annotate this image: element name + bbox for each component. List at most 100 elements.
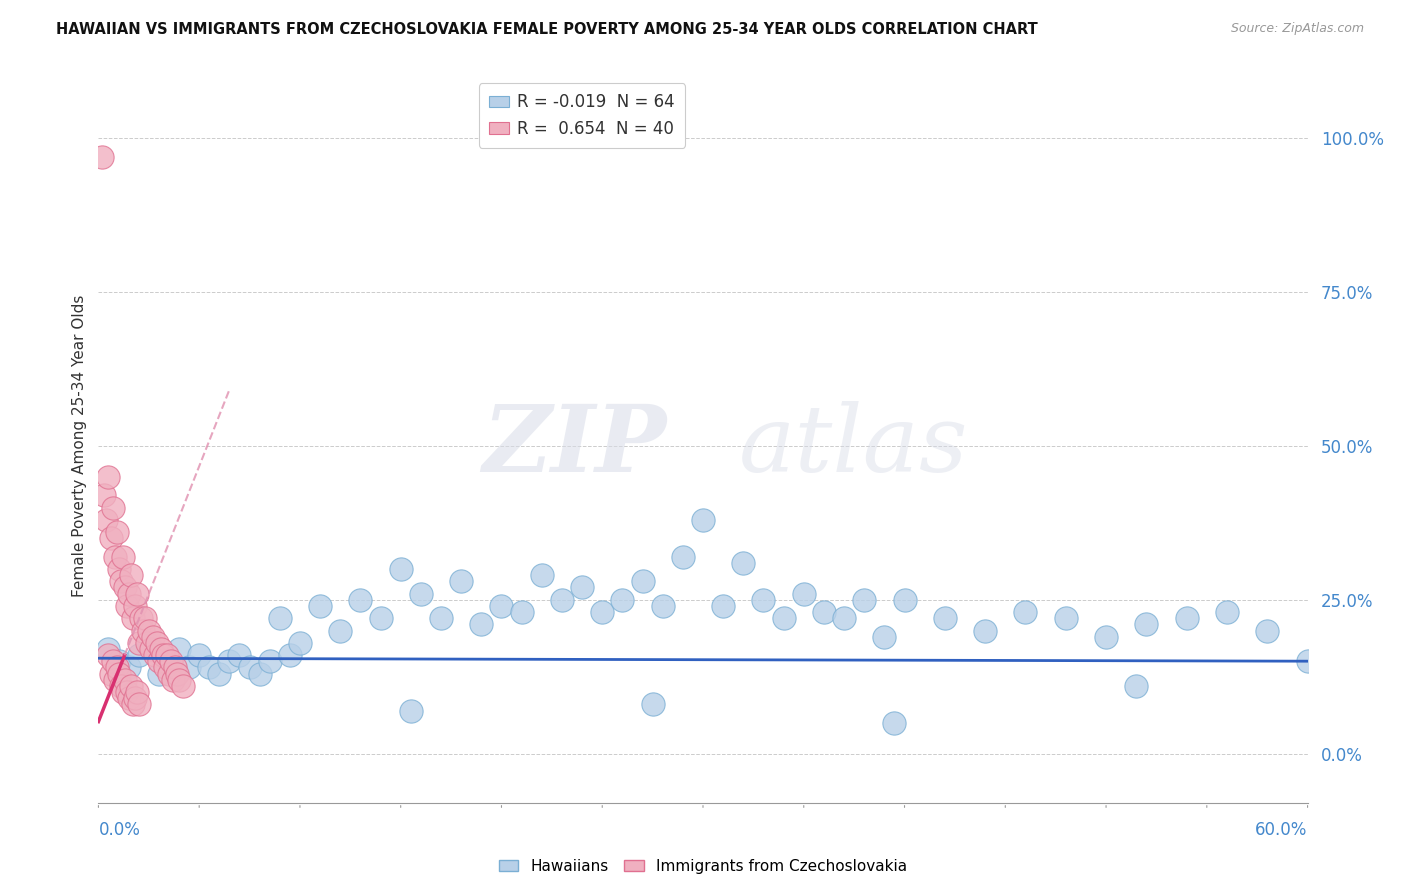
Point xyxy=(733,556,755,570)
Point xyxy=(813,605,835,619)
Point xyxy=(110,679,132,693)
Point xyxy=(100,531,122,545)
Point xyxy=(120,568,142,582)
Legend: R = -0.019  N = 64, R =  0.654  N = 40: R = -0.019 N = 64, R = 0.654 N = 40 xyxy=(479,83,685,147)
Point xyxy=(450,574,472,589)
Point xyxy=(1054,611,1077,625)
Point xyxy=(153,660,176,674)
Point xyxy=(120,679,142,693)
Point xyxy=(157,654,180,668)
Point xyxy=(135,636,157,650)
Point xyxy=(278,648,301,662)
Point xyxy=(167,642,190,657)
Text: Source: ZipAtlas.com: Source: ZipAtlas.com xyxy=(1230,22,1364,36)
Point xyxy=(641,698,664,712)
Point xyxy=(873,630,896,644)
Point xyxy=(146,636,169,650)
Point xyxy=(128,648,150,662)
Point xyxy=(228,648,250,662)
Y-axis label: Female Poverty Among 25-34 Year Olds: Female Poverty Among 25-34 Year Olds xyxy=(72,295,87,597)
Point xyxy=(349,592,371,607)
Point xyxy=(793,587,815,601)
Point xyxy=(430,611,453,625)
Point xyxy=(166,666,188,681)
Text: ZIP: ZIP xyxy=(482,401,666,491)
Point xyxy=(218,654,240,668)
Point xyxy=(96,513,118,527)
Point xyxy=(118,660,141,674)
Point xyxy=(1256,624,1278,638)
Point xyxy=(188,648,211,662)
Point xyxy=(510,605,533,619)
Point xyxy=(115,685,138,699)
Point xyxy=(139,642,162,657)
Point xyxy=(105,525,128,540)
Point xyxy=(134,611,156,625)
Point xyxy=(934,611,956,625)
Point xyxy=(651,599,673,613)
Point xyxy=(179,660,201,674)
Point xyxy=(612,592,634,607)
Point xyxy=(672,549,695,564)
Point xyxy=(288,636,311,650)
Point xyxy=(101,500,124,515)
Point xyxy=(101,654,124,668)
Point xyxy=(551,592,574,607)
Point xyxy=(118,587,141,601)
Point xyxy=(148,666,170,681)
Point xyxy=(152,648,174,662)
Point xyxy=(93,488,115,502)
Point xyxy=(129,611,152,625)
Point xyxy=(149,642,172,657)
Point xyxy=(631,574,654,589)
Point xyxy=(470,617,492,632)
Text: HAWAIIAN VS IMMIGRANTS FROM CZECHOSLOVAKIA FEMALE POVERTY AMONG 25-34 YEAR OLDS : HAWAIIAN VS IMMIGRANTS FROM CZECHOSLOVAK… xyxy=(56,22,1038,37)
Point xyxy=(107,666,129,681)
Point xyxy=(772,611,794,625)
Point xyxy=(156,648,179,662)
Point xyxy=(259,654,281,668)
Point xyxy=(121,611,143,625)
Point xyxy=(121,698,143,712)
Text: atlas: atlas xyxy=(740,401,969,491)
Point xyxy=(110,574,132,589)
Point xyxy=(711,599,734,613)
Point xyxy=(491,599,513,613)
Point xyxy=(1216,605,1239,619)
Point xyxy=(571,581,593,595)
Point xyxy=(97,469,120,483)
Point xyxy=(162,673,184,687)
Point xyxy=(143,648,166,662)
Point xyxy=(125,587,148,601)
Point xyxy=(107,654,129,668)
Legend: Hawaiians, Immigrants from Czechoslovakia: Hawaiians, Immigrants from Czechoslovaki… xyxy=(492,853,914,880)
Point xyxy=(172,679,194,693)
Point xyxy=(1135,617,1157,632)
Point xyxy=(893,592,915,607)
Point xyxy=(138,636,160,650)
Point xyxy=(114,581,136,595)
Point xyxy=(974,624,997,638)
Point xyxy=(853,592,876,607)
Point xyxy=(157,666,180,681)
Point xyxy=(389,562,412,576)
Point xyxy=(208,666,231,681)
Point xyxy=(138,624,160,638)
Point xyxy=(111,685,134,699)
Point xyxy=(370,611,392,625)
Point xyxy=(692,513,714,527)
Point xyxy=(160,654,183,668)
Point xyxy=(239,660,262,674)
Point xyxy=(100,666,122,681)
Point xyxy=(107,562,129,576)
Point xyxy=(163,660,186,674)
Point xyxy=(124,691,146,706)
Point xyxy=(1175,611,1198,625)
Point xyxy=(1095,630,1118,644)
Point xyxy=(103,549,125,564)
Point xyxy=(97,642,120,657)
Point xyxy=(125,685,148,699)
Text: 0.0%: 0.0% xyxy=(98,822,141,839)
Point xyxy=(198,660,221,674)
Point xyxy=(128,698,150,712)
